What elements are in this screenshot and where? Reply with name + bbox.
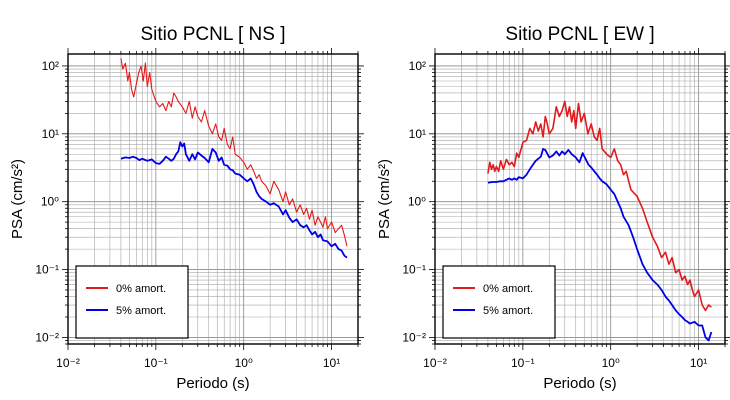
y-tick-label: 10⁻¹	[35, 263, 59, 277]
x-axis-label: Periodo (s)	[543, 375, 616, 392]
x-tick-label: 10⁻¹	[511, 356, 535, 370]
series-line-2	[487, 147, 713, 342]
legend-label-2: 5% amort.	[483, 305, 533, 317]
x-tick-label: 10¹	[690, 356, 707, 370]
ticks	[429, 48, 730, 350]
legend-box	[442, 265, 556, 339]
series-line-1	[120, 58, 348, 247]
x-tick-label: 10⁻¹	[144, 356, 168, 370]
x-tick-label: 10⁻²	[56, 356, 80, 370]
x-tick-label: 10⁻²	[423, 356, 447, 370]
y-tick-label: 10²	[42, 59, 59, 73]
legend-box	[75, 265, 189, 339]
x-axis-label: Periodo (s)	[176, 375, 249, 392]
x-tick-label: 10¹	[323, 356, 340, 370]
y-axis-label: PSA (cm/s²)	[376, 159, 393, 239]
plot-frame	[67, 53, 359, 345]
chart-title: Sitio PCNL [ NS ]	[140, 24, 285, 45]
y-axis-label: PSA (cm/s²)	[9, 159, 26, 239]
y-tick-label: 10⁻²	[402, 330, 426, 344]
legend-label-1: 0% amort.	[116, 283, 166, 295]
legend-label-2: 5% amort.	[116, 305, 166, 317]
y-tick-label: 10⁰	[41, 195, 59, 209]
chart-panel-1: 10⁻² 10⁻¹ 10⁰ 10¹ 10⁻² 10⁻¹ 10⁰ 10¹ 10² Sitio PCN…	[9, 24, 364, 392]
x-tick-label: 10⁰	[602, 356, 620, 370]
legend: 0% amort. 5% amort.	[75, 265, 189, 339]
series-line-2	[120, 141, 348, 259]
y-tick-label: 10⁰	[408, 195, 426, 209]
legend: 0% amort. 5% amort.	[442, 265, 556, 339]
chart-title: Sitio PCNL [ EW ]	[505, 24, 654, 45]
ticks	[62, 48, 364, 350]
series-line-1	[487, 100, 712, 312]
y-tick-label: 10⁻¹	[402, 263, 426, 277]
plot-frame	[434, 53, 726, 345]
chart-panel-2: 10⁻² 10⁻¹ 10⁰ 10¹ 10⁻² 10⁻¹ 10⁰ 10¹ 10² Sitio PCN…	[376, 24, 730, 392]
y-tick-label: 10²	[409, 59, 426, 73]
y-tick-label: 10⁻²	[35, 330, 59, 344]
x-tick-label: 10⁰	[235, 356, 253, 370]
y-tick-label: 10¹	[409, 127, 426, 141]
legend-label-1: 0% amort.	[483, 283, 533, 295]
y-tick-label: 10¹	[42, 127, 59, 141]
